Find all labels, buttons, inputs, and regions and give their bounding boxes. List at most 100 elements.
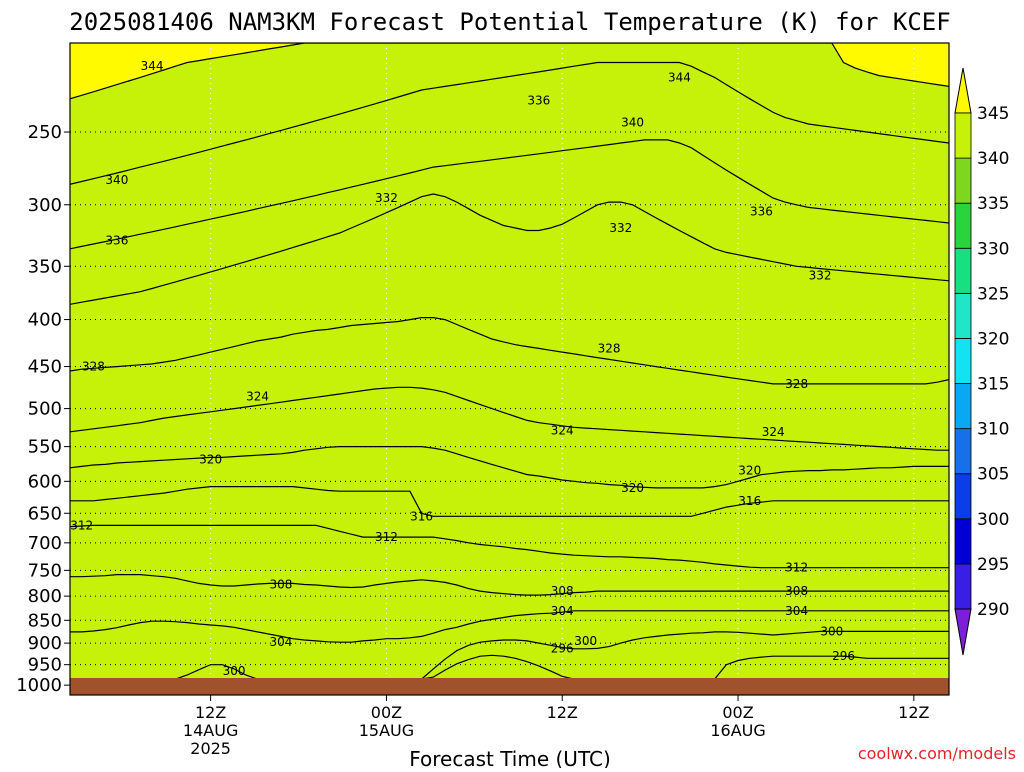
contour-label-text: 296 xyxy=(832,649,855,663)
contour-label-text: 328 xyxy=(598,341,621,355)
contour-label: 340 xyxy=(621,115,644,129)
y-tick-label: 400 xyxy=(28,310,62,331)
contour-label-text: 320 xyxy=(738,464,761,478)
x-tick-label: 12Z xyxy=(195,703,226,722)
x-tick-label: 12Z xyxy=(547,703,578,722)
contour-308 xyxy=(70,574,949,596)
contour-label-text: 336 xyxy=(105,233,128,247)
colorbar-swatch xyxy=(954,157,972,204)
contour-label-text: 304 xyxy=(551,604,574,618)
y-tick-label: 750 xyxy=(28,560,62,581)
y-tick-label: 900 xyxy=(28,633,62,654)
colorbar-swatch xyxy=(954,473,972,520)
y-tick-label: 500 xyxy=(28,399,62,420)
y-tick-label: 550 xyxy=(28,437,62,458)
contour-label: 320 xyxy=(621,481,644,495)
contour-328 xyxy=(70,317,949,385)
contour-label-text: 312 xyxy=(785,561,808,575)
colorbar-label: 345 xyxy=(977,104,1009,124)
y-tick-label: 450 xyxy=(28,357,62,378)
contour-label: 316 xyxy=(410,509,433,523)
contour-label: 324 xyxy=(762,425,785,439)
contour-label-text: 308 xyxy=(551,584,574,598)
colorbar-extend-bottom xyxy=(954,608,972,656)
colorbar-label: 305 xyxy=(977,465,1009,485)
contour-312 xyxy=(70,524,949,569)
colorbar-swatch xyxy=(954,428,972,475)
x-tick-label: 16AUG xyxy=(710,721,765,740)
contour-label: 328 xyxy=(785,377,808,391)
colorbar-swatch xyxy=(954,247,972,294)
colorbar-label: 320 xyxy=(977,329,1009,349)
contour-340 xyxy=(70,61,949,185)
colorbar-swatch xyxy=(954,338,972,384)
y-tick-label: 300 xyxy=(28,195,62,216)
contour-label-text: 332 xyxy=(809,268,832,282)
y-tick-label: 850 xyxy=(28,610,62,631)
contour-label-text: 320 xyxy=(621,481,644,495)
y-tick-label: 800 xyxy=(28,586,62,607)
colorbar-label: 335 xyxy=(977,194,1009,214)
contour-label: 308 xyxy=(551,584,574,598)
surface-ground xyxy=(70,678,949,695)
contour-label: 300 xyxy=(223,664,246,678)
y-tick-label: 1000 xyxy=(16,675,62,696)
colorbar-label: 315 xyxy=(977,375,1009,395)
y-tick-label: 250 xyxy=(28,122,62,143)
contour-label: 320 xyxy=(199,452,222,466)
contour-label-text: 308 xyxy=(785,584,808,598)
contour-300 xyxy=(70,630,949,680)
contour-lines xyxy=(70,43,949,680)
y-tick-label: 650 xyxy=(28,503,62,524)
contour-label-text: 324 xyxy=(762,425,785,439)
contour-label-text: 304 xyxy=(785,604,808,618)
colorbar-label: 295 xyxy=(977,555,1009,575)
contour-label: 328 xyxy=(82,360,105,374)
contour-label-text: 340 xyxy=(621,115,644,129)
contour-label-text: 336 xyxy=(750,204,773,218)
contour-label-text: 312 xyxy=(375,530,398,544)
colorbar-label: 340 xyxy=(977,149,1009,169)
chart-title: 2025081406 NAM3KM Forecast Potential Tem… xyxy=(69,8,950,36)
colorbar-swatch xyxy=(954,518,972,565)
colorbar: 290 295 300 305 310 315 320 325 330 335 340 345 xyxy=(954,67,1009,656)
contour-304 xyxy=(70,610,949,643)
contour-label-text: 328 xyxy=(82,360,105,374)
x-tick-label: 2025 xyxy=(190,739,231,758)
x-tick-label: 15AUG xyxy=(359,721,414,740)
contour-label-text: 300 xyxy=(223,664,246,678)
contour-label-text: 300 xyxy=(820,624,843,638)
contour-label: 304 xyxy=(551,604,574,618)
contour-label: 308 xyxy=(270,577,293,591)
colorbar-extend-top xyxy=(954,67,972,114)
y-tick-label: 350 xyxy=(28,256,62,277)
contour-label: 340 xyxy=(105,173,128,187)
contour-label-text: 296 xyxy=(551,641,574,655)
contour-label-text: 316 xyxy=(410,509,433,523)
colorbar-swatch xyxy=(954,202,972,249)
contour-320 xyxy=(70,446,949,489)
temperature-fill-layer xyxy=(70,43,949,695)
contour-label: 344 xyxy=(141,59,164,73)
contour-label: 300 xyxy=(820,624,843,638)
contour-label: 296 xyxy=(551,641,574,655)
contour-344 xyxy=(70,43,949,100)
colorbar-swatch xyxy=(954,112,972,159)
colorbar-swatch xyxy=(954,383,972,430)
plot-frame xyxy=(69,42,950,696)
contour-label-text: 304 xyxy=(270,635,293,649)
contour-labels: 344 344 340 340 336 336 336 332 332 332 328 328 328 3… xyxy=(70,59,855,678)
x-axis-label: Forecast Time (UTC) xyxy=(409,747,611,768)
contour-label-text: 344 xyxy=(141,59,164,73)
contour-label-text: 316 xyxy=(738,494,761,508)
contour-label: 320 xyxy=(738,464,761,478)
contour-label: 316 xyxy=(738,494,761,508)
contour-label-text: 300 xyxy=(574,634,597,648)
band-344 xyxy=(70,43,949,695)
contour-label-text: 324 xyxy=(246,389,269,403)
colorbar-label: 300 xyxy=(977,510,1009,530)
x-tick-label: 00Z xyxy=(371,703,402,722)
colorbar-label: 325 xyxy=(977,284,1009,304)
